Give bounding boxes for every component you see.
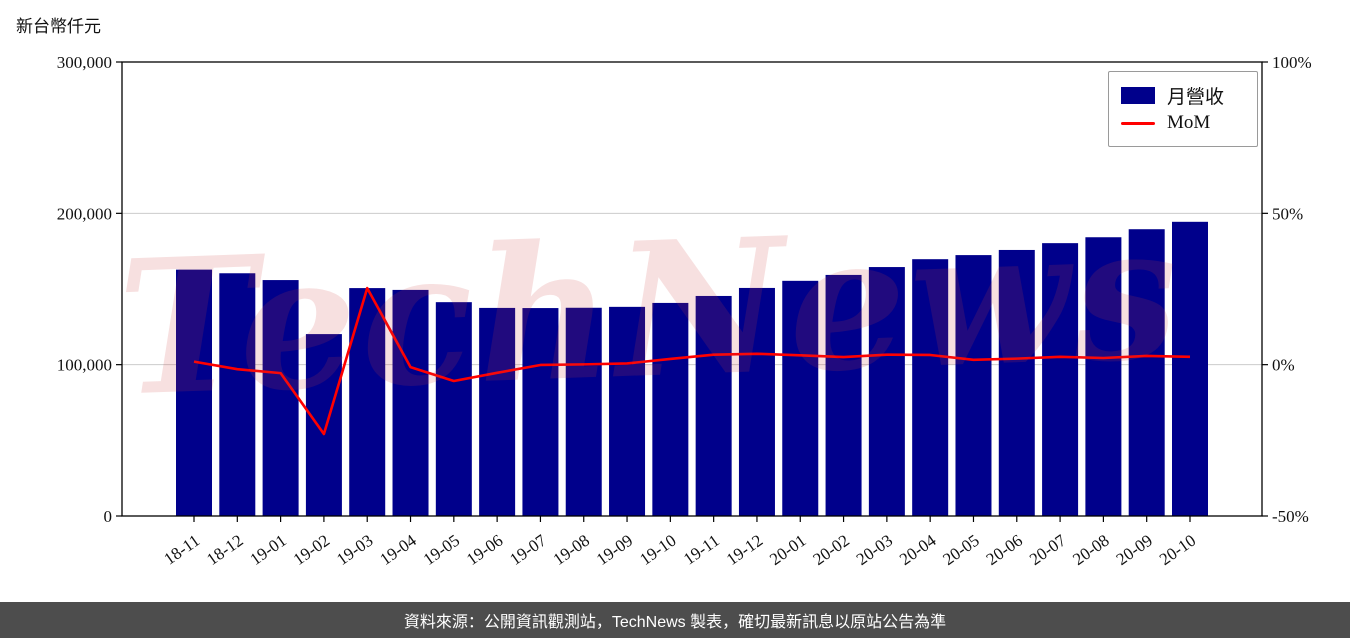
bar-19-08 [565, 307, 602, 516]
x-tick-label: 19-01 [247, 531, 290, 569]
x-tick-label: 19-04 [376, 530, 420, 569]
bar-20-08 [1085, 237, 1122, 516]
bar-18-11 [176, 269, 212, 516]
bar-19-03 [349, 288, 386, 516]
x-tick-label: 20-10 [1156, 531, 1199, 569]
legend-bar-swatch-icon [1121, 86, 1155, 104]
bar-19-05 [435, 302, 472, 516]
left-tick-label: 0 [104, 507, 113, 526]
bar-20-05 [955, 255, 992, 517]
bar-19-11 [695, 295, 732, 516]
right-tick-label: 100% [1272, 53, 1312, 72]
x-tick-label: 19-11 [680, 531, 723, 569]
bar-20-04 [912, 259, 949, 516]
bar-19-06 [479, 307, 516, 516]
bar-19-04 [392, 289, 429, 516]
right-tick-label: 50% [1272, 204, 1303, 223]
x-tick-label: 18-11 [160, 531, 203, 569]
x-tick-label: 18-12 [203, 531, 246, 569]
x-tick-label: 19-03 [333, 531, 376, 569]
x-tick-label: 19-07 [506, 530, 550, 569]
x-tick-label: 20-06 [983, 531, 1026, 569]
legend-entry-mom: MoM [1121, 109, 1245, 137]
bar-20-01 [782, 280, 819, 516]
x-tick-label: 19-08 [550, 531, 593, 569]
bar-19-09 [609, 306, 646, 516]
source-text: 資料來源：公開資訊觀測站，TechNews 製表，確切最新訊息以原站公告為準 [403, 614, 947, 631]
bar-20-03 [868, 267, 905, 516]
x-tick-label: 19-12 [723, 531, 766, 569]
x-tick-label: 19-06 [463, 531, 506, 569]
bar-19-02 [305, 334, 342, 516]
bar-20-09 [1128, 229, 1165, 516]
bar-20-10 [1172, 221, 1208, 517]
bar-18-12 [219, 273, 256, 516]
x-tick-label: 20-02 [809, 531, 852, 569]
y-axis-title: 新台幣仟元 [16, 17, 101, 36]
x-tick-label: 19-02 [290, 531, 333, 569]
right-tick-label: -50% [1272, 507, 1309, 526]
right-tick-label: 0% [1272, 356, 1295, 375]
bar-19-07 [522, 308, 559, 516]
mom-line [193, 286, 1191, 436]
left-tick-label: 300,000 [57, 53, 112, 72]
left-tick-label: 100,000 [57, 356, 112, 375]
x-tick-label: 20-03 [853, 531, 896, 569]
left-tick-label: 200,000 [57, 204, 112, 223]
bar-20-06 [998, 249, 1035, 516]
bar-19-01 [262, 280, 299, 516]
x-tick-label: 19-05 [420, 531, 463, 569]
bar-19-10 [652, 302, 689, 516]
x-tick-label: 19-09 [593, 531, 636, 569]
x-tick-label: 20-05 [939, 531, 982, 569]
x-tick-label: 20-08 [1069, 531, 1112, 569]
x-tick-label: 20-01 [766, 531, 809, 569]
source-footer: 資料來源：公開資訊觀測站，TechNews 製表，確切最新訊息以原站公告為準 [0, 602, 1350, 638]
plot-frame [121, 61, 1263, 517]
legend-label-mom: MoM [1167, 112, 1211, 133]
legend: 月營收 MoM [1108, 71, 1258, 147]
bar-19-12 [738, 287, 775, 516]
x-tick-label: 19-10 [636, 531, 679, 569]
x-tick-label: 20-09 [1113, 531, 1156, 569]
legend-line-swatch-icon [1121, 121, 1155, 125]
x-tick-label: 20-04 [896, 530, 940, 569]
x-tick-label: 20-07 [1026, 530, 1070, 569]
bar-20-02 [825, 274, 862, 516]
bar-20-07 [1042, 243, 1079, 516]
legend-label-revenue: 月營收 [1167, 86, 1225, 108]
legend-entry-revenue: 月營收 [1121, 81, 1245, 109]
